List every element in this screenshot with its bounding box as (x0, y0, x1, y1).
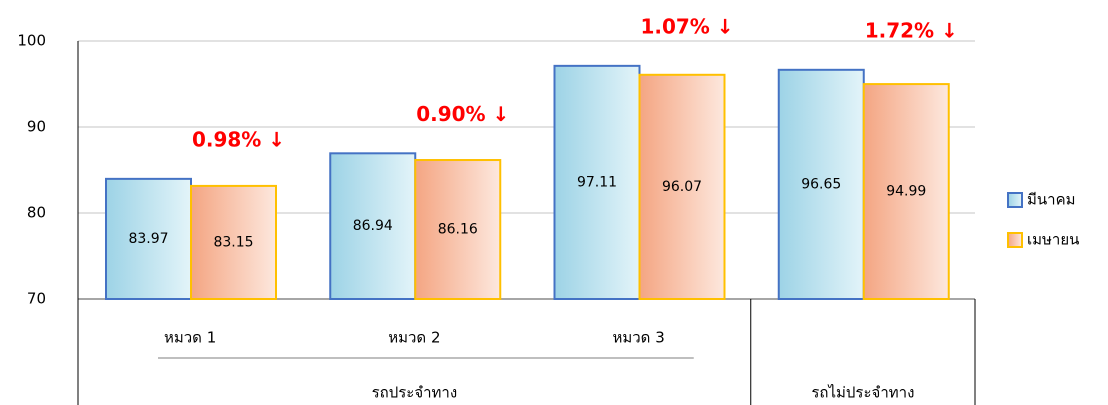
bar (862, 83, 950, 300)
annotation: 0.90% ↓ (416, 102, 509, 126)
x-tick-label: หมวด 1 (164, 329, 216, 347)
bar (638, 73, 726, 300)
value-label: 86.94 (353, 218, 393, 234)
value-label: 97.11 (577, 174, 617, 190)
bar (553, 64, 641, 300)
group-label: รถประจำทาง (372, 384, 458, 402)
value-label: 96.07 (662, 179, 702, 195)
x-tick-label: หมวด 3 (612, 329, 664, 347)
bar (190, 184, 277, 300)
x-tick-label: หมวด 2 (388, 329, 440, 347)
annotation: 0.98% ↓ (192, 127, 285, 151)
value-label: 83.97 (128, 231, 168, 247)
y-tick-label: 90 (27, 118, 46, 136)
y-tick-label: 70 (27, 290, 46, 308)
legend-label: มีนาคม (1027, 191, 1076, 209)
bar (777, 68, 865, 300)
legend-swatch (1007, 232, 1023, 248)
y-tick-label: 100 (17, 32, 46, 50)
value-label: 96.65 (801, 176, 841, 192)
legend-swatch (1007, 192, 1023, 208)
bar (414, 159, 502, 300)
annotation: 1.07% ↓ (640, 14, 733, 38)
legend-label: เมษายน (1027, 231, 1079, 249)
value-label: 94.99 (886, 184, 926, 200)
bar (329, 152, 417, 300)
group-label: รถไม่ประจำทาง (811, 384, 914, 402)
annotation: 1.72% ↓ (865, 18, 958, 42)
bar (105, 177, 192, 300)
value-label: 83.15 (213, 234, 253, 250)
value-label: 86.16 (438, 222, 478, 238)
y-tick-label: 80 (27, 204, 46, 222)
